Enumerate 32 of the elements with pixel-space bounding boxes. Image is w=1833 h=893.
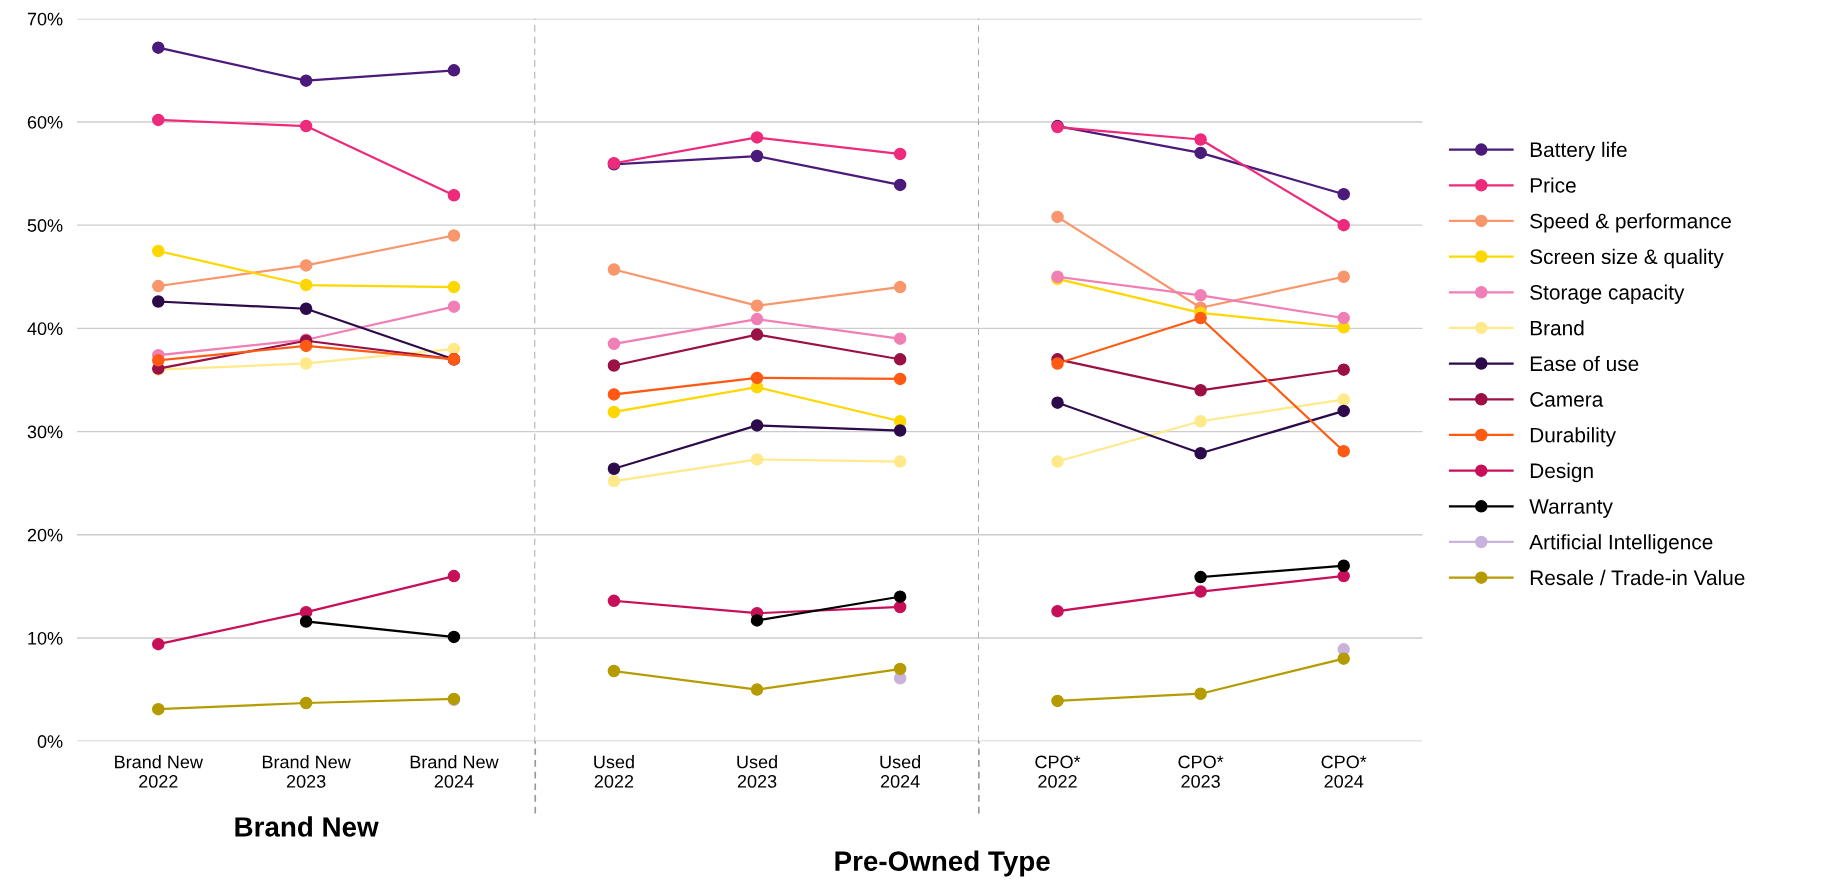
- x-tick-label: CPO* 2023: [1178, 755, 1224, 788]
- legend-label: Storage capacity: [1530, 284, 1685, 304]
- x-axis-title: Pre-Owned Type: [835, 850, 1050, 877]
- y-tick-label: 10%: [28, 631, 63, 645]
- y-tick-label: 20%: [27, 528, 63, 542]
- legend-label: Artificial Intelligence: [1529, 534, 1713, 554]
- x-axis-title: Brand New: [235, 816, 379, 837]
- y-tick-label: 60%: [27, 115, 63, 129]
- legend-label: Speed & performance: [1530, 213, 1731, 233]
- legend-label: Brand: [1530, 320, 1584, 336]
- legend-label: Warranty: [1529, 499, 1613, 518]
- y-tick-label: 40%: [27, 322, 63, 336]
- y-tick-label: 30%: [27, 425, 63, 439]
- legend-label: Ease of use: [1530, 355, 1639, 372]
- x-tick-label: Brand New 2023: [262, 755, 351, 788]
- legend-label: Design: [1530, 462, 1593, 483]
- x-tick-label: CPO* 2024: [1321, 755, 1367, 788]
- x-tick-label: CPO* 2022: [1035, 755, 1081, 788]
- legend-label: Price: [1530, 177, 1576, 193]
- x-tick-label: Brand New 2024: [410, 755, 499, 788]
- legend-label: Battery life: [1530, 141, 1627, 162]
- x-tick-label: Used 2022: [594, 755, 634, 788]
- x-tick-label: Brand New 2022: [115, 755, 203, 788]
- y-tick-label: 0%: [37, 735, 63, 748]
- y-tick-label: 50%: [27, 219, 63, 232]
- legend-label: Screen size & quality: [1530, 248, 1724, 269]
- x-tick-label: Used 2024: [880, 755, 921, 788]
- legend-label: Camera: [1530, 392, 1604, 407]
- y-tick-label: 70%: [27, 12, 63, 26]
- x-tick-label: Used 2023: [737, 755, 777, 788]
- legend-label: Durability: [1530, 427, 1616, 447]
- legend-label: Resale / Trade-in Value: [1530, 569, 1745, 586]
